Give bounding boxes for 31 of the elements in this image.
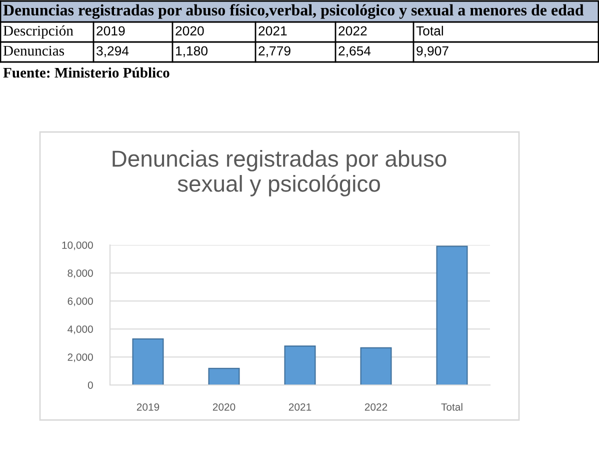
bar [360,347,392,385]
bar [436,246,468,385]
bar [132,338,164,385]
text: Descripción [3,25,74,39]
x-tick-label: Total [441,403,462,411]
x-tick-label: 2022 [364,403,388,411]
text: Denuncias registradas por abuso físico,verbal, psicológico y sexual a menores de edad [3,4,584,19]
y-tick-label: 2,000 [68,354,93,362]
text: Denuncias [3,46,64,56]
data-label: 2,654 [338,46,371,58]
data-label: 9,907 [416,46,448,58]
y-tick-label: 8,000 [68,270,93,278]
x-tick-label: 2019 [136,403,160,411]
y-tick-label: 6,000 [68,298,93,306]
y-tick-label: 4,000 [68,326,93,334]
category-label: 2019 [96,26,125,36]
source-note: Fuente: Ministerio Público [3,67,170,78]
category-label: 2021 [258,26,287,36]
chart-title: Denuncias registradas por abuso sexual y psicológico [112,150,446,196]
category-label: Total [416,26,443,36]
x-tick-label: 2020 [212,403,236,411]
data-label: 1,180 [176,46,208,58]
category-label: 2020 [176,26,204,36]
y-tick-label: 10,000 [62,242,93,250]
data-label: 3,294 [96,46,129,58]
data-label: 2,779 [258,46,290,58]
bar [284,346,316,385]
category-label: 2022 [338,26,367,36]
y-tick-label: 0 [88,382,93,389]
x-tick-label: 2021 [288,403,312,411]
bar [208,368,240,385]
